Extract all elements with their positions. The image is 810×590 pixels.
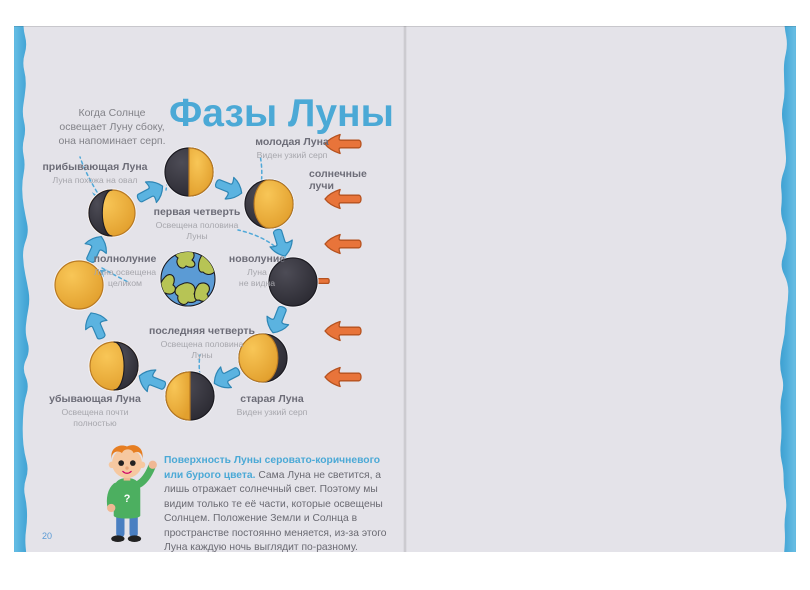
svg-text:?: ? (124, 493, 131, 505)
